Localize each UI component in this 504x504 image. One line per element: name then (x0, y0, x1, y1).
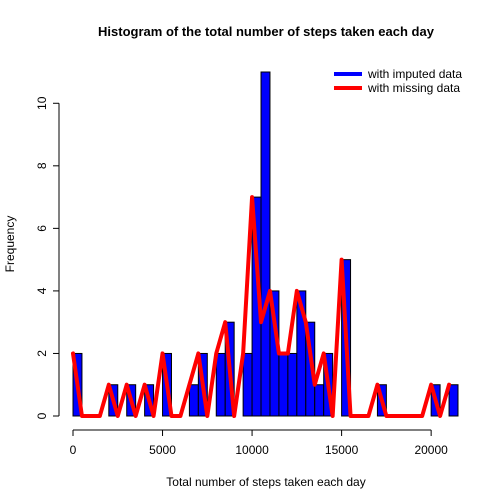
x-tick-label: 10000 (235, 443, 269, 457)
y-tick-label: 4 (35, 287, 49, 294)
legend-label-imputed: with imputed data (367, 67, 462, 81)
y-tick-label: 8 (35, 162, 49, 169)
x-tick-label: 0 (70, 443, 77, 457)
chart-title: Histogram of the total number of steps t… (98, 24, 435, 39)
histogram-bar (242, 352, 253, 417)
y-tick-label: 2 (35, 350, 49, 357)
histogram-bar (448, 384, 459, 417)
x-tick-label: 15000 (325, 443, 359, 457)
histogram-bar (287, 352, 298, 417)
y-tick-label: 6 (35, 225, 49, 232)
x-axis: 0 5000 10000 15000 20000 (70, 429, 448, 457)
y-axis: 0 2 4 6 8 10 (35, 96, 60, 419)
histogram-bar (305, 321, 316, 417)
histogram-bar (278, 352, 289, 417)
legend-label-missing: with missing data (367, 81, 460, 95)
y-tick-label: 0 (35, 412, 49, 419)
histogram-bar (314, 384, 325, 417)
x-tick-label: 20000 (414, 443, 448, 457)
histogram-bar (188, 384, 199, 417)
histogram-bar (215, 352, 226, 417)
missing-data-line (71, 195, 452, 418)
x-axis-label: Total number of steps taken each day (166, 475, 365, 489)
legend: with imputed data with missing data (334, 67, 462, 95)
x-tick-label: 5000 (149, 443, 176, 457)
y-axis-label: Frequency (3, 216, 17, 273)
bars-layer (72, 71, 459, 417)
missing-data-line-layer (71, 195, 452, 418)
y-tick-label: 10 (35, 96, 49, 110)
histogram-bar (260, 71, 271, 417)
